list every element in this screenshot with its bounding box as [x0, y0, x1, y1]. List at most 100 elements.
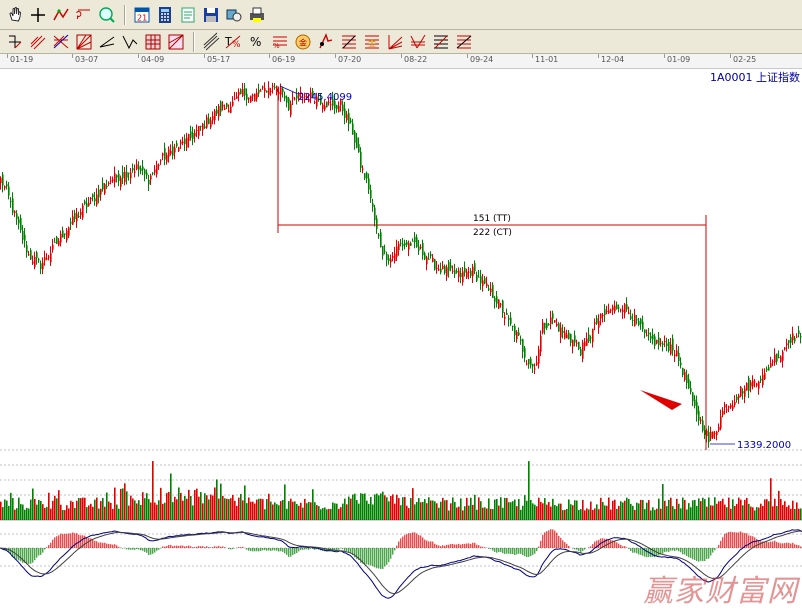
gann-line-button[interactable] — [165, 32, 187, 52]
volume-bar — [784, 501, 786, 520]
candle-body — [336, 105, 338, 110]
golden-ratio-button[interactable] — [430, 32, 452, 52]
fan-button[interactable] — [73, 32, 95, 52]
notes-button[interactable] — [177, 5, 199, 25]
print-button[interactable] — [246, 5, 268, 25]
volume-bar — [304, 498, 306, 520]
volume-bar — [70, 500, 72, 520]
volume-bar — [722, 498, 724, 520]
candle-body — [434, 259, 436, 270]
volume-bar — [328, 508, 330, 520]
percent-button[interactable] — [200, 32, 222, 52]
calculator-button[interactable] — [154, 5, 176, 25]
volume-bar — [676, 498, 678, 520]
volume-bar — [560, 503, 562, 520]
candle-body — [750, 382, 752, 387]
volume-bar — [262, 499, 264, 520]
volume-bar — [378, 495, 380, 520]
volume-bar — [302, 507, 304, 520]
fibonacci-button[interactable]: 金 — [292, 32, 314, 52]
volume-bar — [68, 508, 70, 520]
volume-bar — [274, 502, 276, 520]
volume-bar — [186, 498, 188, 520]
formula-button[interactable]: Ꭾ — [73, 5, 95, 25]
settings-button[interactable] — [223, 5, 245, 25]
candle-body — [412, 240, 414, 242]
volume-bar — [440, 501, 442, 520]
candle-body — [324, 105, 326, 110]
crosshair-button[interactable] — [27, 5, 49, 25]
candle-body — [172, 146, 174, 156]
candle-body — [82, 205, 84, 218]
zoom-button[interactable] — [96, 5, 118, 25]
line-draw-button[interactable] — [50, 5, 72, 25]
volume-bar — [108, 501, 110, 520]
gold-button[interactable]: % — [269, 32, 291, 52]
candle-body — [724, 404, 726, 408]
kline-chart[interactable]: 2245.4099 1339.2000 151 (TT) 222 (CT) — [0, 68, 802, 612]
angle-button[interactable] — [96, 32, 118, 52]
trend-button[interactable] — [407, 32, 429, 52]
arc-button[interactable] — [315, 32, 337, 52]
volume-bar — [486, 508, 488, 520]
volume-bar — [506, 498, 508, 520]
volume-bar — [662, 484, 664, 520]
volume-bar — [568, 499, 570, 520]
cycle-button[interactable]: 金 — [361, 32, 383, 52]
candle-body — [550, 317, 552, 324]
candle-body — [500, 303, 502, 305]
candle-body — [502, 300, 504, 314]
volume-bar — [344, 498, 346, 520]
cursor-draw-button[interactable] — [4, 32, 26, 52]
volume-bar — [664, 500, 666, 520]
rect-grid-button[interactable] — [119, 32, 141, 52]
calendar-button[interactable]: 21 — [131, 5, 153, 25]
candle-body — [64, 233, 66, 235]
hand-button[interactable] — [4, 5, 26, 25]
date-tick — [7, 54, 8, 58]
candle-body — [128, 172, 130, 174]
channel-icon — [53, 34, 69, 48]
volume-bar — [764, 499, 766, 520]
box-button[interactable] — [142, 32, 164, 52]
volume-bar — [180, 492, 182, 520]
candle-body — [12, 198, 14, 213]
candle-body — [20, 217, 22, 231]
date-tick-label: 07-20 — [338, 55, 362, 64]
volume-bar — [680, 508, 682, 520]
candle-body — [744, 388, 746, 397]
candle-body — [504, 316, 506, 319]
volume-bar — [374, 494, 376, 520]
candle-body — [436, 267, 438, 269]
candle-body — [298, 93, 300, 97]
candle-body — [294, 98, 296, 100]
candle-body — [420, 247, 422, 249]
volume-bar — [132, 498, 134, 520]
volume-bar — [518, 498, 520, 520]
volume-bar — [504, 497, 506, 520]
volume-bar — [678, 503, 680, 520]
candle-body — [640, 319, 642, 325]
volume-bar — [226, 498, 228, 520]
ratio-button[interactable]: % — [246, 32, 268, 52]
save-button[interactable] — [200, 5, 222, 25]
percent-text-icon: T% — [224, 35, 241, 50]
parallel-line-button[interactable] — [27, 32, 49, 52]
candle-body — [258, 89, 260, 94]
crosshair-icon — [31, 7, 45, 22]
volume-bar — [490, 508, 492, 520]
speed-line-button[interactable] — [384, 32, 406, 52]
candle-body — [300, 92, 302, 95]
candle-body — [516, 332, 518, 340]
volume-bar — [752, 507, 754, 520]
percent-text-button[interactable]: T% — [223, 32, 245, 52]
candle-body — [418, 246, 420, 251]
gold-coin-button[interactable] — [338, 32, 360, 52]
wave-button[interactable] — [453, 32, 475, 52]
candle-body — [254, 93, 256, 102]
candle-body — [518, 332, 520, 336]
candle-body — [126, 171, 128, 178]
candle-body — [776, 353, 778, 362]
channel-button[interactable] — [50, 32, 72, 52]
svg-text:T: T — [224, 35, 232, 48]
